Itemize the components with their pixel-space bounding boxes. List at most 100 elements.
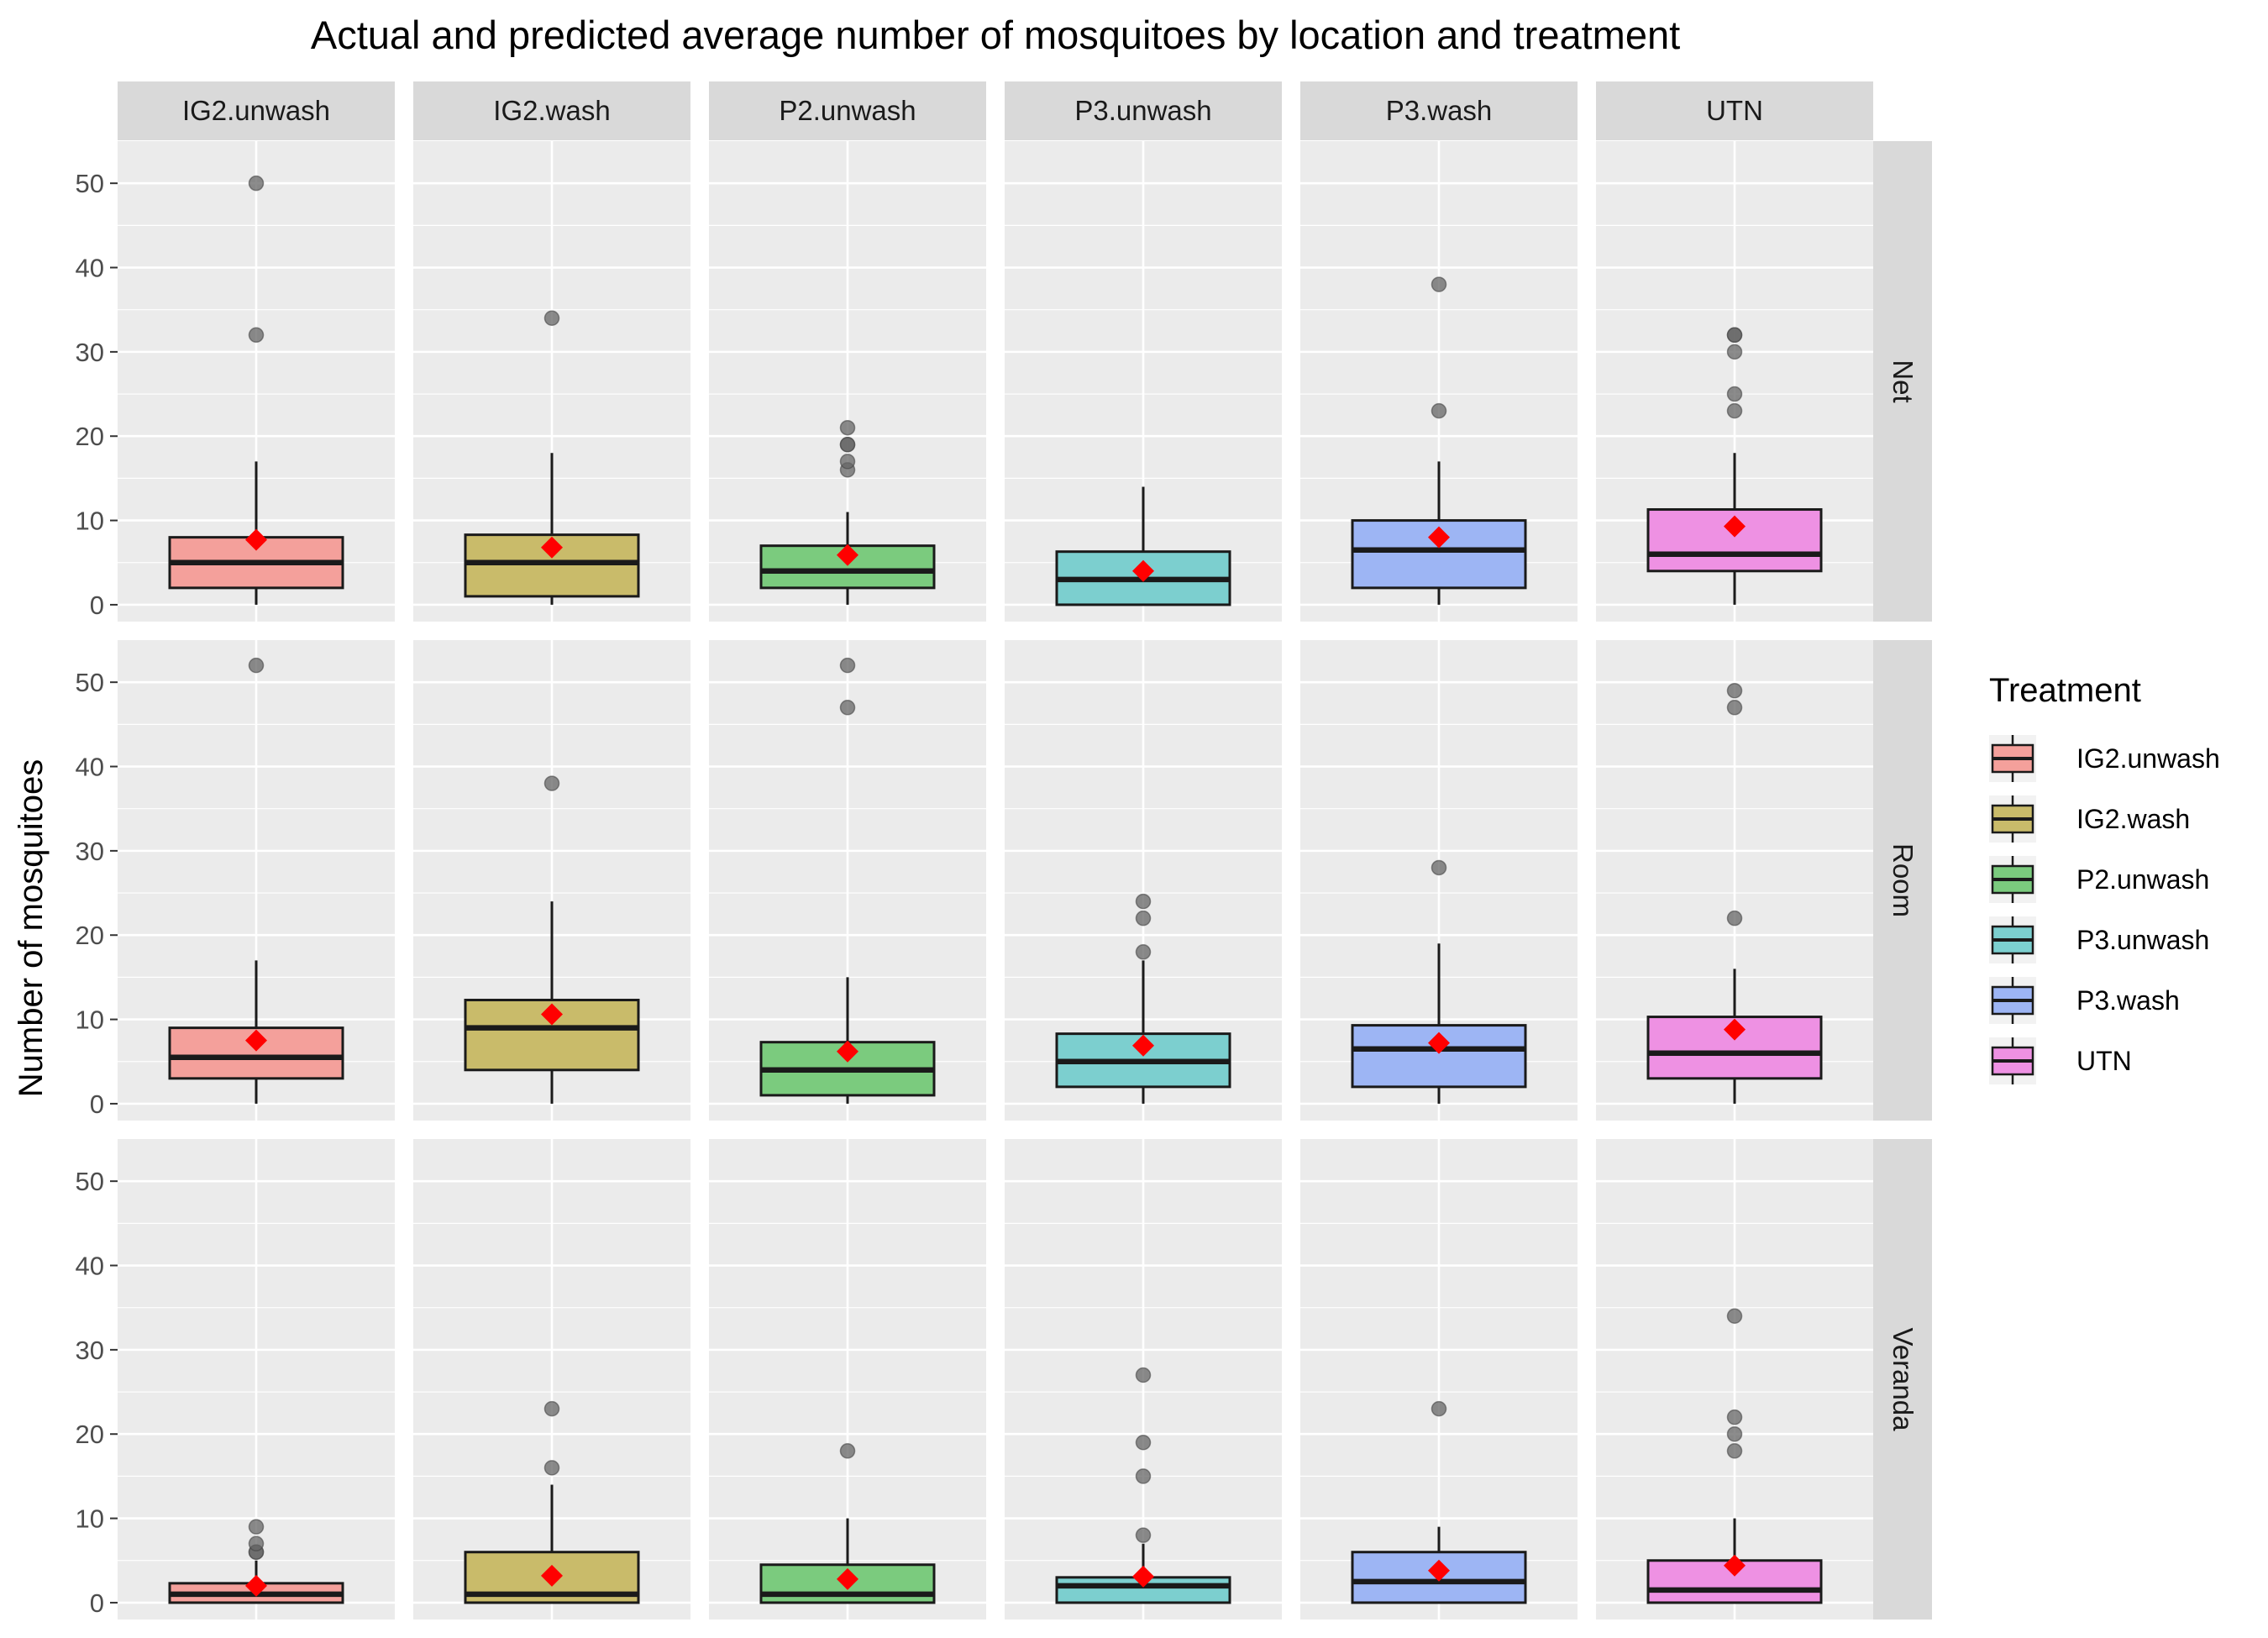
legend-item-p2-unwash: P2.unwash [1989,856,2209,903]
strip-top-utn [1596,81,1873,140]
strip-right-label-room: Room [1887,843,1919,917]
outlier-point [1431,1400,1447,1417]
panel-veranda-ig2-wash [413,1139,690,1620]
outlier-point [248,1536,265,1551]
outlier-point [1726,1409,1743,1425]
outlier-point [839,657,856,674]
outlier-point [1726,386,1743,402]
mean-marker [1132,1565,1154,1588]
y-tick-label: 20 [76,422,104,451]
panel-veranda-p3-wash [1300,1139,1578,1620]
strip-right-label-net: Net [1887,360,1919,402]
legend-label-p3-unwash: P3.unwash [2076,925,2209,955]
mean-marker [541,1564,563,1587]
y-tick-label: 10 [76,1504,104,1534]
box-net-p2-unwash [759,544,936,590]
mean-marker [1428,526,1450,549]
y-tick-label: 30 [76,837,104,866]
outlier-point [1726,682,1743,699]
strip-right-veranda [1873,1139,1932,1620]
outlier-point [839,454,856,470]
outlier-point [248,1519,265,1535]
strip-top-label-p2-unwash: P2.unwash [779,95,916,126]
panel-net-ig2-unwash [118,141,395,622]
outlier-point [543,1400,560,1417]
outlier-point [248,657,265,674]
strip-top-p3-wash [1300,81,1578,140]
outlier-point [543,1460,560,1476]
outlier-point [543,310,560,326]
panel-room-utn [1596,640,1873,1121]
strip-top-label-p3-unwash: P3.unwash [1074,95,1211,126]
outlier-point [1431,859,1447,876]
strip-top-p3-unwash [1005,81,1282,140]
strip-top-label-p3-wash: P3.wash [1386,95,1493,126]
strip-top-p2-unwash [709,81,986,140]
outlier-point [1726,910,1743,927]
legend-item-ig2-unwash: IG2.unwash [1989,735,2220,782]
panel-veranda-utn [1596,1139,1873,1620]
legend-label-ig2-wash: IG2.wash [2076,804,2190,834]
panel-room-ig2-unwash [118,640,395,1121]
y-tick-label: 10 [76,507,104,536]
y-tick-label: 20 [76,1420,104,1449]
mean-marker [837,1040,858,1063]
mean-marker [837,1567,858,1590]
outlier-point [248,175,265,192]
strip-right-room [1873,640,1932,1121]
panel-net-ig2-wash [413,141,690,622]
mean-marker [1724,515,1746,538]
y-tick-label: 30 [76,1336,104,1365]
outlier-point [1431,402,1447,419]
strip-top-label-ig2-wash: IG2.wash [493,95,610,126]
panel-net-p2-unwash [709,141,986,622]
mean-marker [245,1574,267,1597]
y-tick-label: 50 [76,169,104,198]
legend-title: Treatment [1989,672,2141,709]
outlier-point [1726,327,1743,344]
strip-top-label-utn: UTN [1706,95,1763,126]
y-tick-label: 0 [90,1588,104,1618]
mean-marker [1724,1018,1746,1041]
panel-room-ig2-wash [413,640,690,1121]
outlier-point [1135,1367,1152,1383]
mean-marker [245,1029,267,1052]
outlier-point [839,437,856,453]
y-tick-label: 40 [76,753,104,782]
legend: Treatment IG2.unwash IG2.wash P2.unwash P3.… [1989,672,2220,1084]
outlier-point [1726,1425,1743,1442]
mean-marker [541,536,563,559]
legend-label-utn: UTN [2076,1046,2132,1076]
legend-label-ig2-unwash: IG2.unwash [2076,743,2220,774]
legend-item-ig2-wash: IG2.wash [1989,795,2190,843]
panel-room-p2-unwash [709,640,986,1121]
panel-net-utn [1596,141,1873,622]
mean-marker [1428,1032,1450,1054]
outlier-point [839,419,856,436]
legend-label-p3-wash: P3.wash [2076,985,2180,1016]
outlier-point [1135,1527,1152,1543]
outlier-point [1726,344,1743,360]
outlier-point [1135,910,1152,927]
legend-item-p3-wash: P3.wash [1989,977,2180,1024]
outlier-point [1726,1308,1743,1324]
outlier-point [839,700,856,716]
legend-item-p3-unwash: P3.unwash [1989,916,2209,963]
panel-room-p3-wash [1300,640,1578,1121]
mean-marker [1132,1034,1154,1057]
mean-marker [837,543,858,566]
outlier-point [839,1443,856,1459]
mean-marker [1724,1554,1746,1577]
outlier-point [1135,1435,1152,1451]
strip-right-net [1873,141,1932,622]
mean-marker [1132,559,1154,582]
panel-veranda-ig2-unwash [118,1139,395,1620]
panel-room-p3-unwash [1005,640,1282,1121]
y-tick-label: 10 [76,1005,104,1035]
y-tick-label: 20 [76,921,104,950]
panel-veranda-p2-unwash [709,1139,986,1620]
panel-net-p3-wash [1300,141,1578,622]
y-tick-label: 40 [76,254,104,283]
y-tick-label: 50 [76,668,104,697]
outlier-point [1726,402,1743,419]
